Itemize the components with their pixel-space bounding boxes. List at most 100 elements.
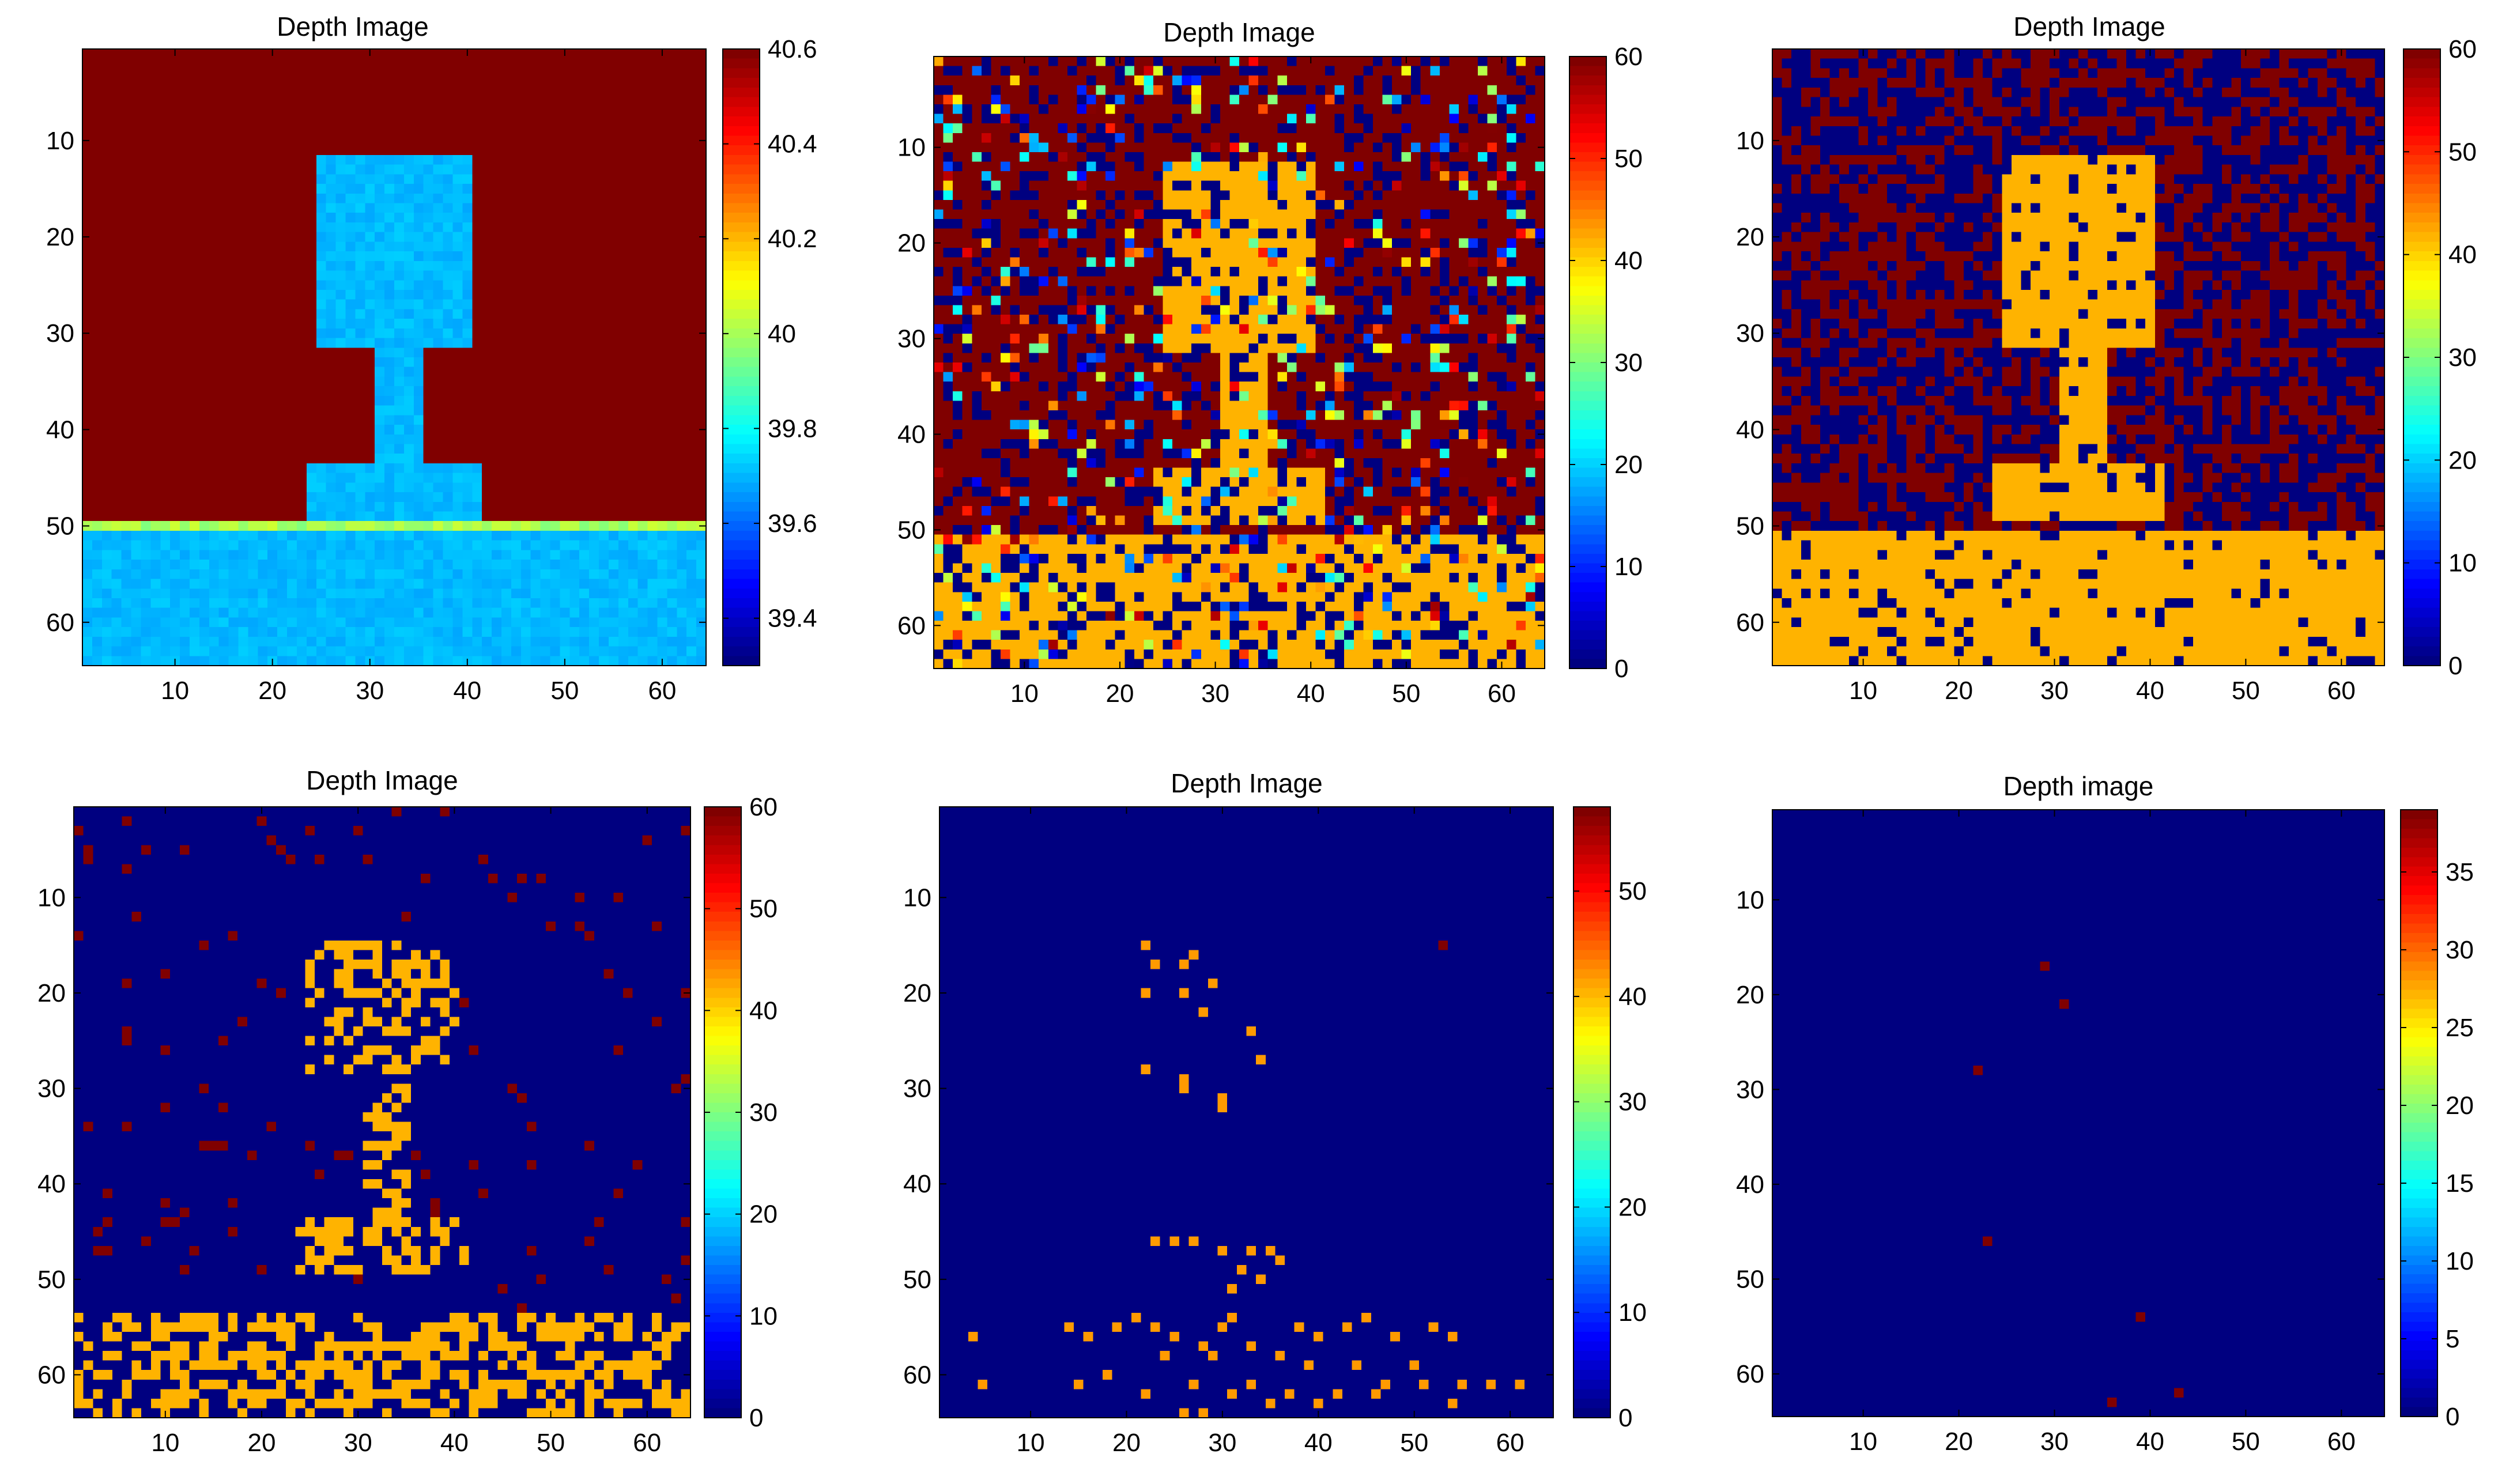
heatmap-cell [589, 213, 599, 222]
heatmap-cell [521, 222, 531, 232]
heatmap-cell [609, 300, 619, 309]
heatmap-cell [541, 588, 551, 598]
heatmap-cell [267, 88, 278, 97]
heatmap-cell [384, 251, 395, 261]
heatmap-cell [609, 328, 619, 338]
heatmap-cell [599, 473, 609, 483]
heatmap-cell [102, 319, 112, 328]
heatmap-cell [531, 521, 541, 531]
heatmap-cell [541, 579, 551, 589]
heatmap-cell [433, 184, 444, 194]
heatmap-cell [131, 145, 142, 155]
heatmap-cell [297, 512, 307, 522]
heatmap-cell [258, 627, 268, 637]
heatmap-cell [541, 88, 551, 97]
heatmap-cell [589, 425, 599, 435]
heatmap-cell [599, 232, 609, 242]
heatmap-cell [482, 492, 492, 502]
heatmap-cell [667, 213, 677, 222]
heatmap-cell [384, 271, 395, 281]
heatmap-cell [599, 367, 609, 377]
heatmap-cell [560, 126, 570, 136]
heatmap-cell [112, 280, 122, 290]
heatmap-cell [443, 97, 454, 107]
heatmap-cell [122, 261, 132, 271]
heatmap-cell [248, 608, 258, 618]
heatmap-cell [521, 261, 531, 271]
heatmap-cell [345, 608, 356, 618]
heatmap-cell [677, 222, 687, 232]
heatmap-cell [462, 232, 473, 242]
heatmap-cell [462, 155, 473, 165]
heatmap-cell [648, 406, 658, 416]
heatmap-cell [365, 165, 375, 175]
heatmap-cell [569, 396, 580, 406]
heatmap-cell [394, 415, 405, 425]
heatmap-cell [239, 261, 249, 271]
heatmap-cell [501, 386, 512, 396]
heatmap-cell [170, 425, 180, 435]
heatmap-cell [141, 357, 151, 367]
heatmap-cell [112, 482, 122, 492]
heatmap-cell [170, 271, 180, 281]
heatmap-cell [482, 617, 492, 627]
heatmap-cell [404, 59, 414, 69]
heatmap-cell [277, 608, 288, 618]
heatmap-cell [618, 241, 629, 251]
heatmap-cell [258, 203, 268, 213]
heatmap-cell [404, 454, 414, 463]
heatmap-cell [297, 59, 307, 69]
heatmap-cell [326, 608, 337, 618]
heatmap-cell [375, 569, 385, 579]
heatmap-cell [219, 348, 229, 357]
heatmap-cell [170, 145, 180, 155]
heatmap-cell [511, 541, 522, 550]
heatmap-cell [239, 627, 249, 637]
heatmap-cell [239, 59, 249, 69]
heatmap-cell [180, 261, 190, 271]
heatmap-cell [521, 213, 531, 222]
heatmap-cell [277, 406, 288, 416]
heatmap-cell [648, 521, 658, 531]
heatmap-cell [541, 569, 551, 579]
heatmap-cell [258, 241, 268, 251]
heatmap-cell [501, 88, 512, 97]
heatmap-cell [648, 512, 658, 522]
heatmap-cell [560, 155, 570, 165]
heatmap-cell [297, 319, 307, 328]
heatmap-cell [609, 261, 619, 271]
heatmap-cell [336, 473, 346, 483]
heatmap-cell [122, 251, 132, 261]
heatmap-cell [492, 425, 502, 435]
heatmap-cell [131, 512, 142, 522]
heatmap-cell [229, 579, 239, 589]
heatmap-cell [219, 492, 229, 502]
heatmap-cell [141, 454, 151, 463]
heatmap-cell [355, 512, 365, 522]
heatmap-cell [404, 107, 414, 116]
heatmap-cell [414, 213, 424, 222]
heatmap-cell [326, 59, 337, 69]
heatmap-cell [219, 213, 229, 222]
heatmap-cell [209, 396, 220, 406]
heatmap-cell [433, 194, 444, 203]
heatmap-cell [229, 300, 239, 309]
heatmap-cell [170, 608, 180, 618]
heatmap-cell [443, 608, 454, 618]
heatmap-cell [267, 290, 278, 300]
heatmap-cell [677, 88, 687, 97]
heatmap-cell [667, 588, 677, 598]
heatmap-cell [150, 598, 161, 608]
heatmap-cell [648, 454, 658, 463]
heatmap-cell [92, 165, 103, 175]
heatmap-cell [609, 116, 619, 126]
heatmap-cell [326, 338, 337, 348]
heatmap-cell [229, 280, 239, 290]
heatmap-cell [696, 598, 707, 608]
heatmap-cell [92, 531, 103, 541]
heatmap-cell [618, 107, 629, 116]
heatmap-cell [541, 396, 551, 406]
heatmap-cell [170, 290, 180, 300]
heatmap-cell [414, 406, 424, 416]
heatmap-cell [414, 135, 424, 145]
